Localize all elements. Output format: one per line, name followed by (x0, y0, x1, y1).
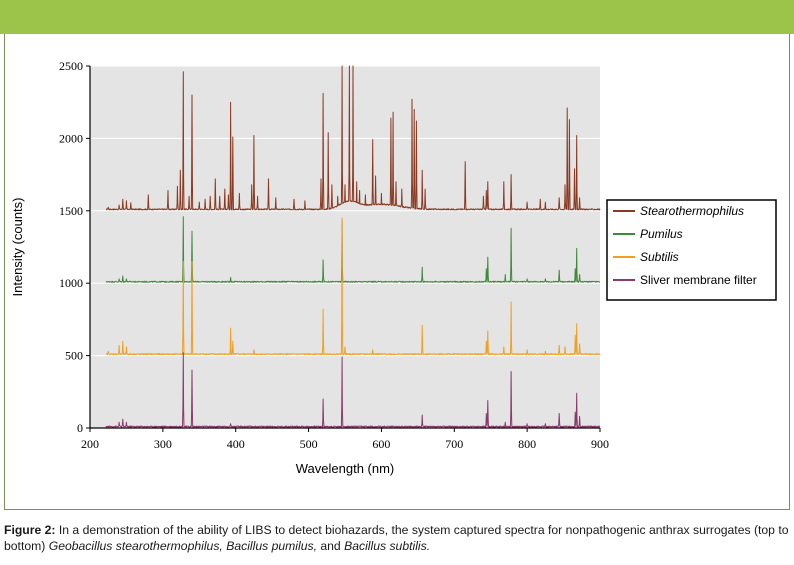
legend-label: Subtilis (640, 250, 679, 264)
series-line-2 (105, 217, 601, 356)
figure-caption: Figure 2: In a demonstration of the abil… (4, 522, 790, 554)
x-tick-label: 800 (518, 437, 536, 451)
header-bar (0, 0, 794, 34)
x-tick-label: 300 (154, 437, 172, 451)
caption-mid: and (316, 539, 345, 553)
y-tick-label: 1500 (59, 204, 83, 218)
y-tick-label: 0 (77, 421, 83, 435)
y-tick-label: 1000 (59, 276, 83, 290)
y-axis-title: Intensity (counts) (10, 198, 25, 297)
spectra-chart: 0 500 1000 1500 2000 2500 200 300 400 500 600 700 80… (10, 59, 777, 476)
series-layer (105, 65, 601, 428)
legend-box (606, 199, 777, 301)
y-tick-label: 2500 (59, 59, 83, 73)
axes: 0 500 1000 1500 2000 2500 200 300 400 500 600 700 80… (59, 59, 609, 451)
y-tick-label: 500 (65, 349, 83, 363)
legend-label: Stearothermophilus (640, 204, 744, 218)
caption-species-1: Geobacillus stearothermophilus, Bacillus… (48, 539, 317, 553)
legend-label: Sliver membrane filter (640, 273, 757, 287)
legend: Stearothermophilus Pumilus Subtilis Sliver … (606, 199, 777, 301)
plot-area (90, 66, 600, 428)
series-line-3 (105, 352, 601, 428)
y-tick-label: 2000 (59, 131, 83, 145)
series-line-1 (105, 216, 601, 283)
x-tick-label: 600 (372, 437, 390, 451)
caption-text: In a demonstration of the ability of LIB… (4, 523, 789, 553)
x-tick-label: 700 (445, 437, 463, 451)
x-tick-label: 500 (300, 437, 318, 451)
x-tick-label: 400 (227, 437, 245, 451)
series-line-0 (105, 65, 601, 211)
grid-lines (90, 65, 600, 357)
x-tick-label: 200 (81, 437, 99, 451)
caption-species-2: Bacillus subtilis. (344, 539, 431, 553)
legend-label: Pumilus (640, 227, 683, 241)
caption-lead: Figure 2: (4, 523, 56, 537)
x-tick-label: 900 (591, 437, 609, 451)
x-axis-title: Wavelength (nm) (296, 461, 395, 476)
